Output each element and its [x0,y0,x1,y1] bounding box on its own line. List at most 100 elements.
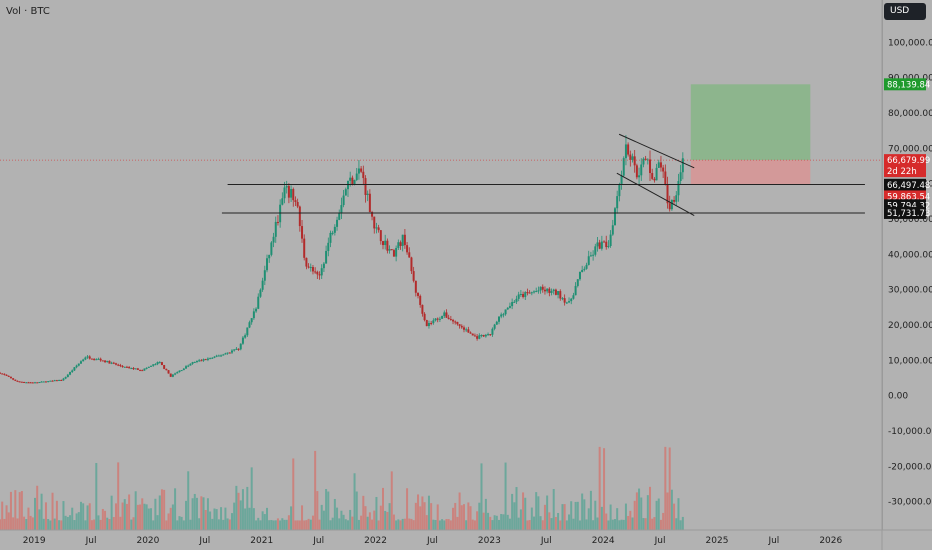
volume-bar [298,520,301,530]
volume-bar [167,513,170,530]
price-label-text: 66,497.48 [887,181,930,191]
volume-bar [49,520,52,530]
volume-bar [600,506,603,530]
candle [469,332,472,334]
candle [657,162,660,168]
candle [594,246,597,255]
candle [473,335,476,337]
volume-bar [145,504,148,530]
candle [342,195,345,206]
volume-bar [611,519,614,530]
volume-bar [677,498,680,530]
volume-bar [270,519,273,530]
volume-bar [51,492,54,530]
volume-bar [401,518,404,530]
candle [576,279,579,286]
y-tick-label: 70,000.00 [888,144,932,154]
candle [519,294,522,296]
candle [90,358,93,360]
x-tick-label: Jul [654,536,666,546]
candle [392,250,395,257]
volume-bar [607,520,610,530]
candle [266,258,269,271]
volume-bar [287,515,290,530]
volume-bar [344,519,347,530]
volume-bar [605,513,608,530]
volume-bar [673,503,676,530]
candle [480,334,483,336]
volume-bar [425,515,428,530]
volume-bar [423,502,426,530]
volume-bar [563,504,566,530]
candle [165,368,168,371]
channel-upper-line[interactable] [618,133,695,169]
volume-bar [653,517,656,530]
volume-bar [681,516,684,530]
volume-bar [336,507,339,530]
candle [513,301,516,303]
candle [163,365,166,369]
candle [578,272,581,280]
volume-bar [395,520,398,530]
candle [176,372,179,374]
target-zone[interactable] [690,84,811,161]
volume-bar [222,519,225,530]
candle [182,368,185,371]
price-label-level1[interactable] [884,178,926,191]
y-tick-label: 30,000.00 [888,286,932,296]
candle [20,381,23,383]
price-label-current[interactable] [884,154,926,178]
candle [150,365,153,367]
volume-bar [55,500,58,530]
volume-bar [130,519,133,530]
volume-bar [237,492,240,530]
volume-bar [77,512,80,530]
volume-bar [47,519,50,530]
candle [662,167,665,172]
candle [16,380,19,382]
candle [268,254,271,259]
candle [252,311,255,319]
candle [386,240,389,251]
volume-bar [408,518,411,530]
price-label-target[interactable] [884,78,926,91]
candle [27,382,30,384]
volume-bar [123,499,126,530]
volume-bar [193,493,196,530]
candle [581,269,584,273]
stop-zone[interactable] [690,160,811,185]
candle [373,216,376,229]
candle [364,178,367,195]
volume-bar [244,508,247,530]
channel-lower-line[interactable] [616,172,695,216]
candle [88,356,91,359]
volume-bar [543,504,546,530]
volume-bar [152,520,155,530]
volume-bar [550,518,553,530]
x-tick-label: Jul [312,536,324,546]
candle [664,171,667,185]
candle [40,381,43,383]
volume-bar [202,497,205,530]
candle [193,361,196,363]
volume-bar [570,501,573,530]
candle [250,318,253,323]
volume-bar [82,503,85,530]
candle [471,333,474,336]
candle [533,291,536,293]
candle [447,317,450,319]
candle [73,367,76,371]
price-label-level3[interactable] [884,206,926,219]
volume-bar [73,520,76,530]
currency-button[interactable]: USD [884,3,926,20]
volume-bar [114,503,117,530]
candle [565,302,568,304]
volume-bar [351,516,354,530]
volume-bar [71,507,74,530]
candle [7,375,10,377]
volume-bar [557,512,560,530]
candle [607,245,610,248]
volume-bar [178,516,181,530]
